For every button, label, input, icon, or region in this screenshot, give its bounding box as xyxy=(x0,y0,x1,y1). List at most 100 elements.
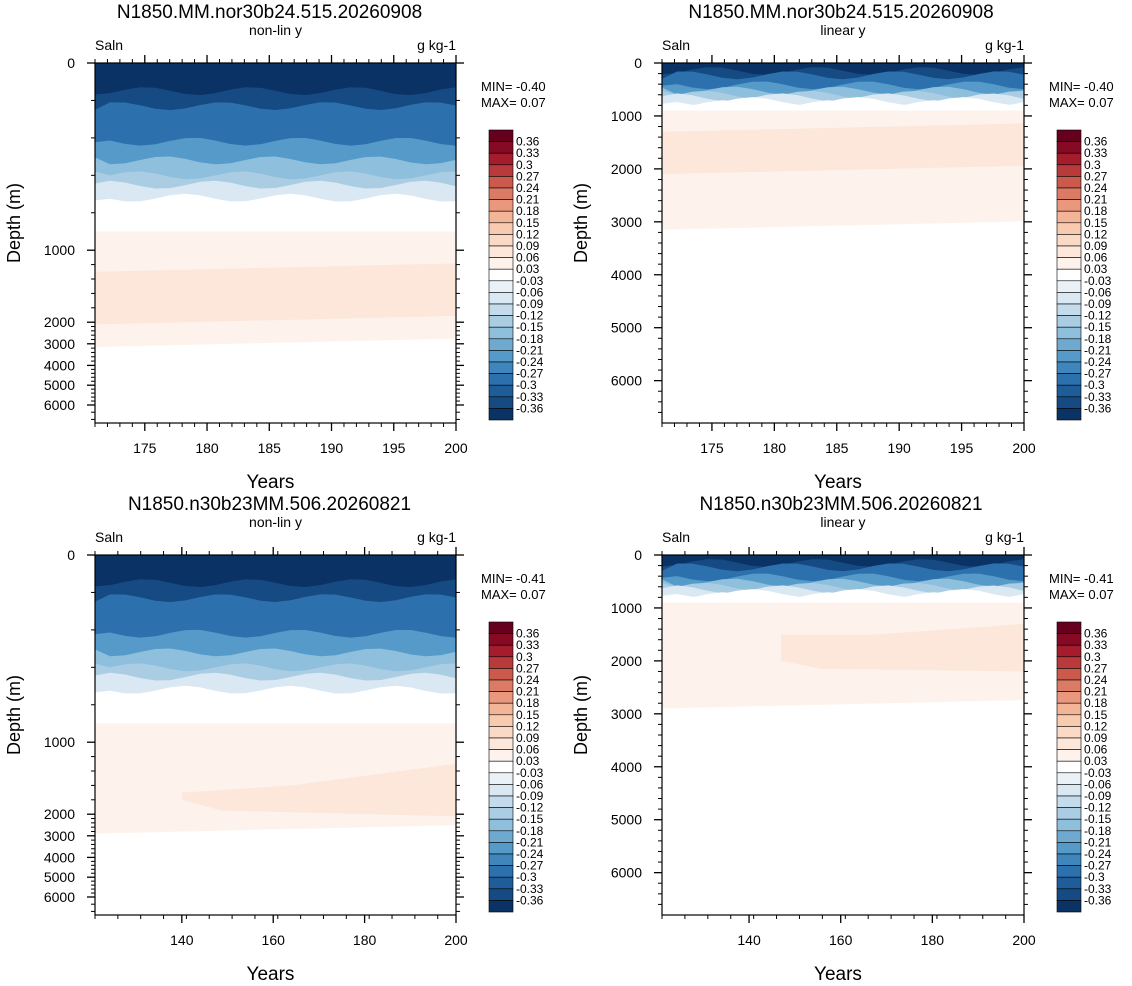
center-label: non-lin y xyxy=(249,514,302,530)
colorbar-label: -0.21 xyxy=(1084,835,1112,849)
depth-band xyxy=(95,697,456,730)
colorbar-label: -0.24 xyxy=(516,847,544,861)
x-tick-label: 160 xyxy=(829,932,853,948)
colorbar-label: -0.09 xyxy=(1084,789,1112,803)
colorbar-label: -0.33 xyxy=(1084,882,1112,896)
colorbar-label: -0.33 xyxy=(516,882,544,896)
colorbar-label: 0.18 xyxy=(1084,696,1108,710)
colorbar-swatch xyxy=(1056,644,1082,658)
depth-band xyxy=(662,165,1024,236)
x-axis-label: Years xyxy=(814,472,862,493)
plot-frame xyxy=(94,62,457,424)
colorbar: 0.360.330.30.270.240.210.180.150.120.090… xyxy=(488,129,544,421)
depth-band xyxy=(95,825,456,915)
colorbar-label: 0.18 xyxy=(516,696,540,710)
colorbar-swatch xyxy=(488,315,514,328)
colorbar-swatch xyxy=(488,280,514,293)
max-label: MAX= 0.07 xyxy=(1049,95,1114,110)
y-tick-label: 5000 xyxy=(44,869,75,885)
colorbar-swatch xyxy=(488,350,514,363)
colorbar-swatch xyxy=(1056,164,1082,177)
colorbar: 0.360.330.30.270.240.210.180.150.120.090… xyxy=(488,621,544,913)
colorbar-label: -0.03 xyxy=(1084,766,1112,780)
y-tick-label: 1000 xyxy=(611,600,642,616)
y-axis-label: Depth (m) xyxy=(4,675,24,755)
colorbar-swatch xyxy=(1056,384,1082,398)
x-tick-label: 185 xyxy=(825,440,849,456)
panel-2: N1850.MM.nor30b24.515.20260908 Saln linear… xyxy=(571,2,1114,493)
colorbar-label: -0.06 xyxy=(516,285,544,299)
colorbar-swatch xyxy=(488,876,514,890)
y-tick-label: 4000 xyxy=(44,849,75,865)
panel-4: N1850.n30b23MM.506.20260821 Saln linear y g… xyxy=(571,494,1114,985)
colorbar-label: -0.3 xyxy=(1084,378,1105,392)
colorbar-swatch xyxy=(1056,900,1082,913)
colorbar-label: 0.27 xyxy=(1084,169,1108,183)
colorbar-swatch xyxy=(1056,702,1082,716)
colorbar-label: -0.03 xyxy=(1084,274,1112,288)
plot-area xyxy=(95,63,456,423)
colorbar-label: 0.3 xyxy=(516,158,533,172)
colorbar-label: -0.18 xyxy=(516,332,544,346)
colorbar-swatch xyxy=(488,141,514,154)
colorbar-swatch xyxy=(488,361,514,374)
colorbar-label: 0.06 xyxy=(1084,743,1108,757)
colorbar-swatch xyxy=(488,292,514,305)
x-tick-label: 180 xyxy=(763,440,787,456)
colorbar-label: -0.3 xyxy=(1084,870,1105,884)
colorbar-label: 0.09 xyxy=(516,239,540,253)
colorbar-label: 0.12 xyxy=(1084,719,1108,733)
colorbar-label: 0.33 xyxy=(516,146,540,160)
colorbar-label: -0.27 xyxy=(516,367,544,381)
colorbar-swatch xyxy=(488,714,514,727)
colorbar-swatch xyxy=(488,900,514,913)
x-tick-label: 200 xyxy=(1012,440,1036,456)
colorbar-swatch xyxy=(1056,876,1082,890)
colorbar-swatch xyxy=(488,199,514,212)
colorbar-swatch xyxy=(488,210,514,224)
panel-3: N1850.n30b23MM.506.20260821 Saln non-lin y… xyxy=(4,494,546,985)
x-tick-label: 200 xyxy=(444,440,468,456)
colorbar-swatch xyxy=(1056,888,1082,901)
colorbar-swatch xyxy=(1056,818,1082,832)
colorbar-swatch xyxy=(1056,176,1082,189)
colorbar-label: 0.3 xyxy=(1084,158,1101,172)
colorbar-swatch xyxy=(1056,656,1082,669)
plot-area xyxy=(95,555,456,915)
colorbar-swatch xyxy=(488,749,514,762)
colorbar-label: -0.33 xyxy=(1084,390,1112,404)
chart-title: N1850.MM.nor30b24.515.20260908 xyxy=(117,2,422,23)
colorbar-label: -0.12 xyxy=(516,309,544,323)
colorbar-swatch xyxy=(1056,633,1082,646)
max-label: MAX= 0.07 xyxy=(481,587,546,602)
colorbar-label: -0.18 xyxy=(516,824,544,838)
max-label: MAX= 0.07 xyxy=(1049,587,1114,602)
colorbar-label: 0.27 xyxy=(516,169,540,183)
y-tick-label: 4000 xyxy=(611,759,642,775)
colorbar-swatch xyxy=(488,164,514,177)
depth-band xyxy=(662,221,1024,423)
right-label: g kg-1 xyxy=(417,37,456,53)
x-tick-label: 180 xyxy=(921,932,945,948)
colorbar-label: 0.24 xyxy=(1084,181,1108,195)
colorbar-swatch xyxy=(1056,141,1082,154)
colorbar-swatch xyxy=(1056,795,1082,808)
left-label: Saln xyxy=(95,37,123,53)
depth-band xyxy=(95,594,456,640)
colorbar-swatch xyxy=(488,644,514,658)
colorbar-swatch xyxy=(488,691,514,704)
right-label: g kg-1 xyxy=(417,529,456,545)
colorbar-swatch xyxy=(488,303,514,316)
colorbar-label: 0.3 xyxy=(1084,650,1101,664)
colorbar-label: -0.06 xyxy=(516,777,544,791)
colorbar-label: 0.18 xyxy=(516,204,540,218)
colorbar-swatch xyxy=(1056,234,1082,247)
colorbar-swatch xyxy=(1056,842,1082,855)
colorbar-swatch xyxy=(488,129,514,142)
y-tick-label: 4000 xyxy=(611,267,642,283)
colorbar-swatch xyxy=(1056,408,1082,421)
colorbar-swatch xyxy=(1056,760,1082,774)
colorbar-label: 0.24 xyxy=(516,673,540,687)
colorbar-label: 0.27 xyxy=(516,661,540,675)
depth-band xyxy=(95,87,456,113)
